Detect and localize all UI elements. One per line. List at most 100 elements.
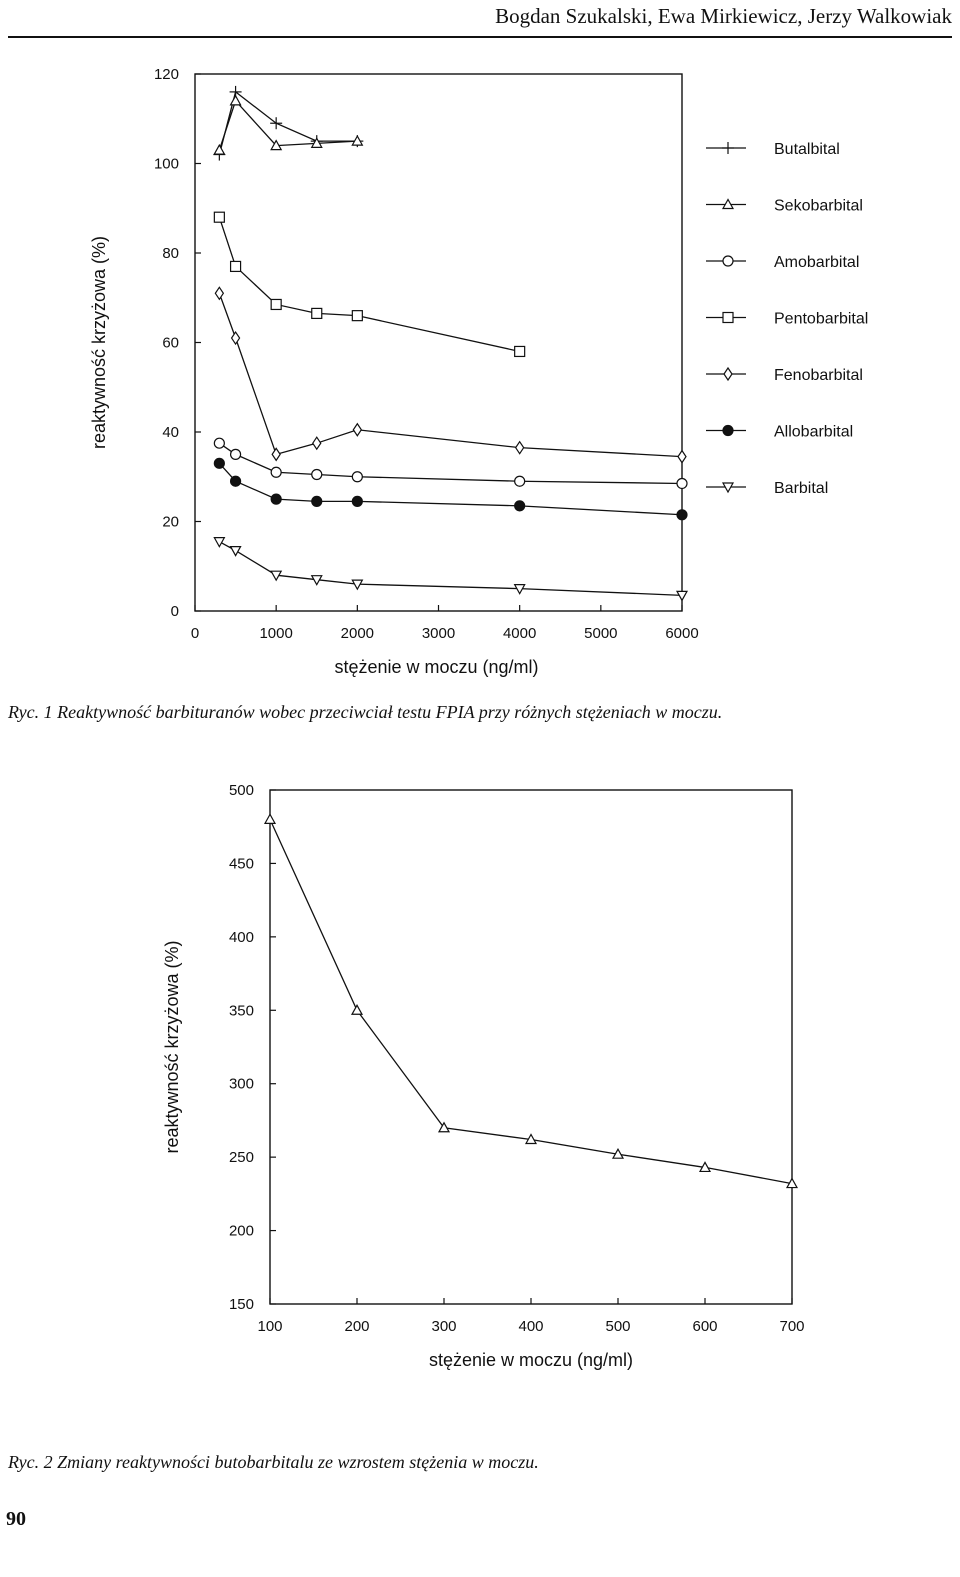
- authors-line: Bogdan Szukalski, Ewa Mirkiewicz, Jerzy …: [495, 4, 952, 28]
- figure-2-svg: 150 200 250 300 350 400 450 500 100 200 300 400 500 6…: [162, 782, 805, 1370]
- data-point: [351, 579, 364, 591]
- x-tick-label: 200: [344, 1318, 369, 1335]
- y-tick-label: 300: [229, 1076, 254, 1093]
- header-rule: [8, 36, 952, 38]
- data-point: [351, 495, 363, 507]
- data-point: [214, 286, 225, 301]
- data-point: [514, 500, 526, 512]
- y-axis-title: reaktywność krzyżowa (%): [162, 940, 182, 1153]
- y-tick-label: 120: [154, 66, 179, 83]
- data-point: [611, 1147, 625, 1159]
- data-point: [785, 1177, 799, 1189]
- x-tick-label: 4000: [503, 625, 536, 642]
- series-line: [269, 819, 793, 1185]
- data-point: [311, 468, 323, 481]
- x-tick-label: 700: [779, 1318, 804, 1335]
- data-point: [351, 471, 363, 483]
- data-point: [514, 475, 526, 487]
- data-point: [513, 584, 526, 595]
- legend-label: Fenobarbital: [774, 367, 863, 384]
- figure-1-caption: Ryc. 1 Reaktywność barbituranów wobec pr…: [8, 702, 723, 722]
- series-pentobarbital: [213, 211, 526, 358]
- data-point: [270, 493, 282, 505]
- x-tick-label: 0: [191, 625, 199, 642]
- y-tick-label: 100: [154, 156, 179, 173]
- data-point: [271, 447, 281, 462]
- data-point: [229, 94, 242, 106]
- plot-frame: [194, 73, 683, 612]
- legend-entry: Barbital: [706, 480, 828, 497]
- legend-label: Sekobarbital: [774, 198, 863, 215]
- page-header: Bogdan Szukalski, Ewa Mirkiewicz, Jerzy …: [0, 0, 960, 40]
- data-point: [514, 440, 525, 455]
- data-point: [351, 134, 364, 146]
- data-point: [351, 310, 363, 322]
- data-point: [263, 813, 277, 824]
- legend-entry: Allobarbital: [706, 424, 853, 441]
- data-point: [270, 139, 283, 151]
- y-tick-label: 40: [162, 424, 179, 441]
- y-tick-label: 400: [229, 929, 254, 946]
- data-point: [676, 477, 688, 490]
- plot-frame: [269, 789, 793, 1305]
- data-point: [229, 545, 242, 557]
- y-tick-label: 500: [229, 782, 254, 799]
- series-sekobarbital: [213, 94, 364, 155]
- data-point: [310, 575, 323, 586]
- data-point: [312, 436, 322, 451]
- legend-marker: [721, 198, 735, 210]
- legend-marker: [722, 424, 734, 437]
- data-point: [229, 448, 242, 460]
- legend-marker: [722, 255, 734, 267]
- x-tick-label: 6000: [665, 625, 698, 642]
- x-tick-label: 100: [257, 1318, 282, 1335]
- legend-entry: Amobarbital: [706, 254, 859, 271]
- data-point: [311, 307, 323, 320]
- series-line: [218, 216, 520, 353]
- y-tick-label: 20: [162, 514, 179, 531]
- figure-1-svg: 0 20 40 60 80 100 120 0 1000 2000 3000 4000 5000 6000…: [89, 66, 868, 677]
- y-tick-label: 150: [229, 1296, 254, 1313]
- y-tick-label: 450: [229, 855, 254, 872]
- y-tick-label: 80: [162, 245, 179, 262]
- legend-entry: Fenobarbital: [706, 366, 863, 384]
- data-point: [524, 1133, 538, 1145]
- series-line: [218, 442, 683, 485]
- y-tick-label: 350: [229, 1002, 254, 1019]
- data-point: [310, 137, 323, 148]
- x-axis-title: stężenie w moczu (ng/ml): [429, 1350, 633, 1370]
- legend-label: Pentobarbital: [774, 311, 868, 328]
- data-point: [514, 345, 526, 358]
- data-point: [350, 1004, 364, 1015]
- x-tick-label: 400: [518, 1318, 543, 1335]
- data-point: [270, 570, 283, 582]
- page-number: 90: [6, 1508, 26, 1530]
- data-point: [270, 466, 282, 478]
- x-tick-label: 2000: [341, 625, 374, 642]
- y-tick-label: 0: [171, 603, 179, 620]
- series-allobarbital: [213, 457, 688, 521]
- legend-label: Allobarbital: [774, 424, 853, 441]
- legend-marker: [721, 482, 735, 494]
- y-tick-label: 200: [229, 1223, 254, 1240]
- figure-2-caption: Ryc. 2 Zmiany reaktywności butobarbitalu…: [8, 1452, 539, 1472]
- x-axis-title: stężenie w moczu (ng/ml): [334, 657, 538, 677]
- data-point: [352, 422, 363, 437]
- x-tick-label: 300: [431, 1318, 456, 1335]
- data-point: [270, 298, 282, 311]
- legend-marker: [723, 366, 733, 382]
- figure-1-chart: 0 20 40 60 80 100 120 0 1000 2000 3000 4000 5000 6000…: [0, 56, 960, 686]
- x-tick-label: 600: [692, 1318, 717, 1335]
- data-point: [229, 260, 242, 273]
- data-point: [229, 475, 242, 487]
- data-point: [213, 457, 225, 469]
- figure-2-chart: 150 200 250 300 350 400 450 500 100 200 300 400 500 6…: [0, 772, 960, 1392]
- series-line: [218, 293, 683, 458]
- x-tick-label: 3000: [422, 625, 455, 642]
- series-line: [218, 99, 358, 151]
- x-tick-label: 5000: [584, 625, 617, 642]
- data-point: [675, 590, 689, 602]
- data-point: [213, 537, 226, 548]
- legend-entry: Pentobarbital: [706, 311, 868, 328]
- data-point: [676, 509, 688, 521]
